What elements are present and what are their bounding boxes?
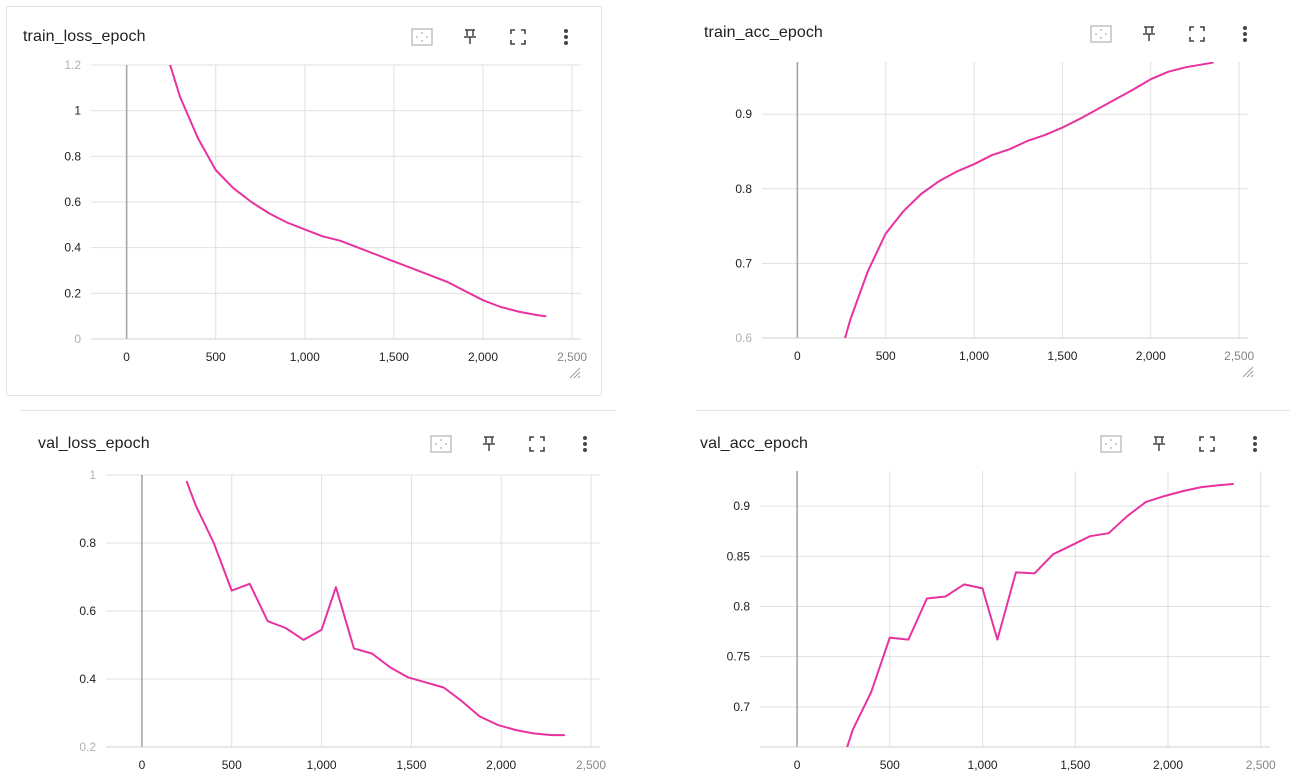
fit-domain-icon bbox=[1100, 435, 1122, 453]
x-tick-label: 0 bbox=[123, 350, 130, 364]
more-options-button[interactable] bbox=[1234, 23, 1256, 45]
more-vert-icon bbox=[564, 29, 568, 45]
x-tick-label: 1,500 bbox=[379, 350, 409, 364]
y-tick-label: 0.6 bbox=[735, 331, 752, 345]
chart-title: train_acc_epoch bbox=[704, 24, 823, 41]
resize-handle-icon[interactable] bbox=[567, 365, 581, 379]
y-tick-label: 0.2 bbox=[79, 740, 96, 754]
y-tick-label: 0 bbox=[74, 332, 81, 346]
chart-train-loss-epoch[interactable]: 0 0.2 0.4 0.6 0.8 1 1.2 0 500 1,000 1,500 2,000 2,50… bbox=[7, 7, 603, 397]
pin-icon bbox=[464, 29, 476, 44]
fullscreen-button[interactable] bbox=[507, 26, 529, 48]
y-tick-label: 0.8 bbox=[64, 149, 81, 163]
fit-domain-button[interactable] bbox=[430, 433, 452, 455]
fit-domain-button[interactable] bbox=[1100, 433, 1122, 455]
y-tick-label: 0.7 bbox=[733, 700, 750, 714]
y-tick-label: 1 bbox=[89, 468, 96, 482]
y-tick-label: 0.4 bbox=[79, 672, 96, 686]
fullscreen-button[interactable] bbox=[526, 433, 548, 455]
y-tick-label: 0.85 bbox=[727, 549, 751, 563]
x-tick-label: 2,500 bbox=[576, 758, 606, 772]
fit-domain-button[interactable] bbox=[1090, 23, 1112, 45]
fullscreen-icon bbox=[1189, 26, 1205, 42]
fullscreen-icon bbox=[1199, 436, 1215, 452]
pin-icon bbox=[1153, 436, 1165, 451]
x-tick-label: 500 bbox=[222, 758, 242, 772]
chart-title: val_acc_epoch bbox=[700, 435, 809, 452]
chart-val-acc-epoch[interactable]: 0.7 0.75 0.8 0.85 0.9 0 500 1,000 1,500 2,000 2,50… bbox=[696, 411, 1290, 773]
fullscreen-icon bbox=[510, 29, 526, 45]
y-tick-label: 0.8 bbox=[79, 536, 96, 550]
x-tick-label: 2,000 bbox=[468, 350, 498, 364]
chart-toolbar bbox=[1100, 433, 1266, 455]
fit-domain-icon bbox=[411, 28, 433, 46]
pin-button[interactable] bbox=[459, 26, 481, 48]
more-vert-icon bbox=[583, 436, 587, 452]
chart-toolbar bbox=[1090, 23, 1256, 45]
x-tick-label: 1,000 bbox=[290, 350, 320, 364]
fit-domain-icon bbox=[430, 435, 452, 453]
more-options-button[interactable] bbox=[574, 433, 596, 455]
series-line[interactable] bbox=[844, 62, 1214, 338]
pin-icon bbox=[483, 436, 495, 451]
fullscreen-button[interactable] bbox=[1196, 433, 1218, 455]
chart-toolbar bbox=[411, 26, 577, 48]
x-tick-label: 500 bbox=[206, 350, 226, 364]
y-tick-label: 1 bbox=[74, 104, 81, 118]
chart-title: val_loss_epoch bbox=[38, 435, 150, 452]
x-tick-label: 2,000 bbox=[1136, 349, 1166, 363]
resize-handle-icon[interactable] bbox=[1240, 364, 1254, 378]
chart-title: train_loss_epoch bbox=[23, 28, 146, 45]
x-tick-label: 2,500 bbox=[1224, 349, 1254, 363]
more-vert-icon bbox=[1243, 26, 1247, 42]
x-tick-label: 0 bbox=[794, 349, 801, 363]
x-tick-label: 1,000 bbox=[959, 349, 989, 363]
more-vert-icon bbox=[1253, 436, 1257, 452]
series-line[interactable] bbox=[846, 483, 1234, 747]
x-tick-label: 500 bbox=[876, 349, 896, 363]
y-tick-label: 1.2 bbox=[64, 58, 81, 72]
y-tick-label: 0.9 bbox=[733, 499, 750, 513]
pin-button[interactable] bbox=[1138, 23, 1160, 45]
x-tick-label: 0 bbox=[794, 758, 801, 772]
chart-card-val-loss-epoch: val_loss_epoch 0.2 0.4 0.6 0.8 1 0 500 1,000 1,5… bbox=[20, 410, 616, 772]
pin-button[interactable] bbox=[478, 433, 500, 455]
series-line[interactable] bbox=[169, 63, 547, 318]
more-options-button[interactable] bbox=[1244, 433, 1266, 455]
y-tick-label: 0.8 bbox=[733, 599, 750, 613]
fullscreen-button[interactable] bbox=[1186, 23, 1208, 45]
pin-icon bbox=[1143, 26, 1155, 41]
y-tick-label: 0.8 bbox=[735, 182, 752, 196]
chart-val-loss-epoch[interactable]: 0.2 0.4 0.6 0.8 1 0 500 1,000 1,500 2,000 2,500 bbox=[20, 411, 616, 773]
chart-toolbar bbox=[430, 433, 596, 455]
y-tick-label: 0.2 bbox=[64, 286, 81, 300]
x-tick-label: 2,000 bbox=[486, 758, 516, 772]
y-tick-label: 0.75 bbox=[727, 650, 751, 664]
fit-domain-icon bbox=[1090, 25, 1112, 43]
x-tick-label: 1,500 bbox=[1060, 758, 1090, 772]
x-tick-label: 0 bbox=[139, 758, 146, 772]
x-tick-label: 1,000 bbox=[968, 758, 998, 772]
y-tick-label: 0.6 bbox=[64, 195, 81, 209]
chart-card-val-acc-epoch: val_acc_epoch 0.7 0.75 0.8 0.85 0.9 0 500 1,000… bbox=[696, 410, 1290, 772]
x-tick-label: 1,000 bbox=[307, 758, 337, 772]
series-line[interactable] bbox=[185, 480, 566, 737]
y-tick-label: 0.4 bbox=[64, 241, 81, 255]
fit-domain-button[interactable] bbox=[411, 26, 433, 48]
x-tick-label: 2,000 bbox=[1153, 758, 1183, 772]
y-tick-label: 0.7 bbox=[735, 256, 752, 270]
chart-card-train-acc-epoch: train_acc_epoch 0.6 0.7 0.8 0.9 0 500 1,000 1,5… bbox=[686, 6, 1286, 396]
pin-button[interactable] bbox=[1148, 433, 1170, 455]
chart-train-acc-epoch[interactable]: 0.6 0.7 0.8 0.9 0 500 1,000 1,500 2,000 2,500 bbox=[686, 6, 1286, 396]
x-tick-label: 1,500 bbox=[396, 758, 426, 772]
y-tick-label: 0.6 bbox=[79, 604, 96, 618]
x-tick-label: 2,500 bbox=[1246, 758, 1276, 772]
y-tick-label: 0.9 bbox=[735, 107, 752, 121]
chart-card-train-loss-epoch: train_loss_epoch 0 0.2 0.4 0.6 0.8 1 1.2 0 500 1,… bbox=[6, 6, 602, 396]
x-tick-label: 500 bbox=[880, 758, 900, 772]
x-tick-label: 1,500 bbox=[1047, 349, 1077, 363]
fullscreen-icon bbox=[529, 436, 545, 452]
more-options-button[interactable] bbox=[555, 26, 577, 48]
x-tick-label: 2,500 bbox=[557, 350, 587, 364]
